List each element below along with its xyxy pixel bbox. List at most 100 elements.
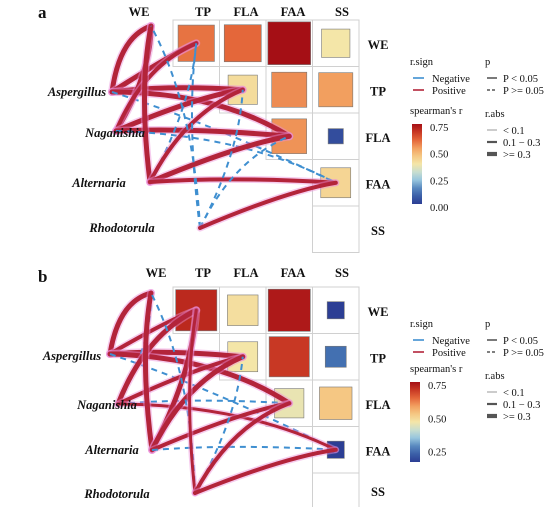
network-link-positive xyxy=(114,41,199,133)
network-link-negative xyxy=(150,292,196,494)
row-label: WE xyxy=(368,38,389,52)
heatmap-square xyxy=(267,288,311,332)
taxon-label: Naganishia xyxy=(84,126,145,140)
network-link-negative xyxy=(190,43,201,229)
network-link-positive xyxy=(149,354,246,453)
legend-label: P < 0.05 xyxy=(503,74,538,85)
colorbar-tick-label: 0.50 xyxy=(428,414,446,425)
legend-label: < 0.1 xyxy=(503,388,525,399)
legend-title: r.abs xyxy=(485,371,505,382)
panel-letter: b xyxy=(38,267,47,286)
legend-title: p xyxy=(485,319,490,330)
network-link-negative xyxy=(199,89,244,229)
row-label: SS xyxy=(371,224,385,238)
network-link-positive xyxy=(107,290,154,357)
row-label: FLA xyxy=(366,131,391,145)
heatmap-square xyxy=(318,72,354,108)
taxon-label: Rhodotorula xyxy=(83,487,149,501)
colorbar-title: spearman's r xyxy=(410,364,463,375)
column-label: FLA xyxy=(234,266,259,280)
legend-label: P < 0.05 xyxy=(503,336,538,347)
column-label: FLA xyxy=(234,5,259,19)
legend-label: Negative xyxy=(432,336,470,347)
heatmap-square xyxy=(321,28,351,58)
column-label: TP xyxy=(195,266,211,280)
taxon-label: Aspergillus xyxy=(47,85,106,99)
network-link-positive xyxy=(113,87,246,134)
network-link-positive xyxy=(188,308,198,495)
network-link-negative xyxy=(199,135,290,229)
colorbar-tick-label: 0.50 xyxy=(430,150,448,161)
network-link-negative xyxy=(115,130,337,184)
heatmap-square xyxy=(271,71,308,108)
legend-title: r.abs xyxy=(485,109,505,120)
taxon-label: Naganishia xyxy=(76,398,137,412)
legend-label: 0.1 − 0.3 xyxy=(503,400,540,411)
network-link-positive xyxy=(109,23,154,95)
heatmap-square xyxy=(324,345,347,368)
column-label: SS xyxy=(335,266,349,280)
network-link-positive xyxy=(148,87,245,184)
colorbar xyxy=(412,124,422,204)
legend-title: r.sign xyxy=(410,319,434,330)
panel-letter: a xyxy=(38,3,47,22)
heatmap-square xyxy=(326,301,345,320)
taxon-label: Rhodotorula xyxy=(88,221,154,235)
network-link-positive xyxy=(193,401,292,495)
network-link-negative xyxy=(151,445,336,451)
row-label: SS xyxy=(371,485,385,499)
network-link-negative xyxy=(150,25,201,229)
heatmap-square xyxy=(268,336,310,378)
heatmap-square xyxy=(267,21,311,65)
colorbar-title: spearman's r xyxy=(410,106,463,117)
network-link-positive xyxy=(142,290,155,453)
row-label: FLA xyxy=(366,398,391,412)
column-label: FAA xyxy=(281,266,306,280)
heatmap-cell-frame xyxy=(312,472,360,507)
legend-label: Negative xyxy=(432,74,470,85)
network-link-positive xyxy=(115,307,199,407)
taxon-label: Alternaria xyxy=(84,443,139,457)
row-label: WE xyxy=(368,305,389,319)
column-label: WE xyxy=(129,5,150,19)
network-link-positive xyxy=(141,23,154,185)
legend-label: 0.1 − 0.3 xyxy=(503,138,540,149)
network-link-negative xyxy=(194,356,244,494)
colorbar-tick-label: 0.75 xyxy=(430,123,448,134)
colorbar xyxy=(410,382,420,462)
colorbar-tick-label: 0.25 xyxy=(428,448,446,459)
column-label: FAA xyxy=(281,5,306,19)
heatmap-square xyxy=(227,294,259,326)
legend-title: p xyxy=(485,57,490,68)
taxon-label: Aspergillus xyxy=(42,349,101,363)
column-label: WE xyxy=(146,266,167,280)
colorbar-tick-label: 0.25 xyxy=(430,176,448,187)
network-link-positive xyxy=(113,127,292,139)
heatmap-cell-frame xyxy=(312,205,360,253)
row-label: TP xyxy=(370,351,386,365)
legend-label: P >= 0.05 xyxy=(503,86,544,97)
network-link-positive xyxy=(147,133,292,185)
legend-label: Positive xyxy=(432,348,466,359)
heatmap-square xyxy=(223,24,262,63)
legend-label: P >= 0.05 xyxy=(503,348,544,359)
taxon-label: Alternaria xyxy=(71,176,126,190)
colorbar-tick-label: 0.00 xyxy=(430,203,448,214)
column-label: SS xyxy=(335,5,349,19)
network-link-positive xyxy=(198,180,338,230)
legend-label: >= 0.3 xyxy=(503,150,531,161)
legend-label: < 0.1 xyxy=(503,126,525,137)
row-label: TP xyxy=(370,84,386,98)
network-link-positive xyxy=(148,177,338,185)
panel-a: a WE TP FLA FAA SS WE TP FLA FAA SS Aspergillus Naga… xyxy=(38,3,544,253)
legend-title: r.sign xyxy=(410,57,434,68)
column-label: TP xyxy=(195,5,211,19)
colorbar-tick-label: 0.75 xyxy=(428,381,446,392)
network-link-positive xyxy=(193,447,338,495)
heatmap-square xyxy=(319,386,353,420)
legend-label: >= 0.3 xyxy=(503,412,531,423)
legend-label: Positive xyxy=(432,86,466,97)
row-label: FAA xyxy=(366,177,391,191)
panel-b: b WE TP FLA FAA SS WE TP FLA FAA SS Aspergillus Naga… xyxy=(38,266,544,507)
